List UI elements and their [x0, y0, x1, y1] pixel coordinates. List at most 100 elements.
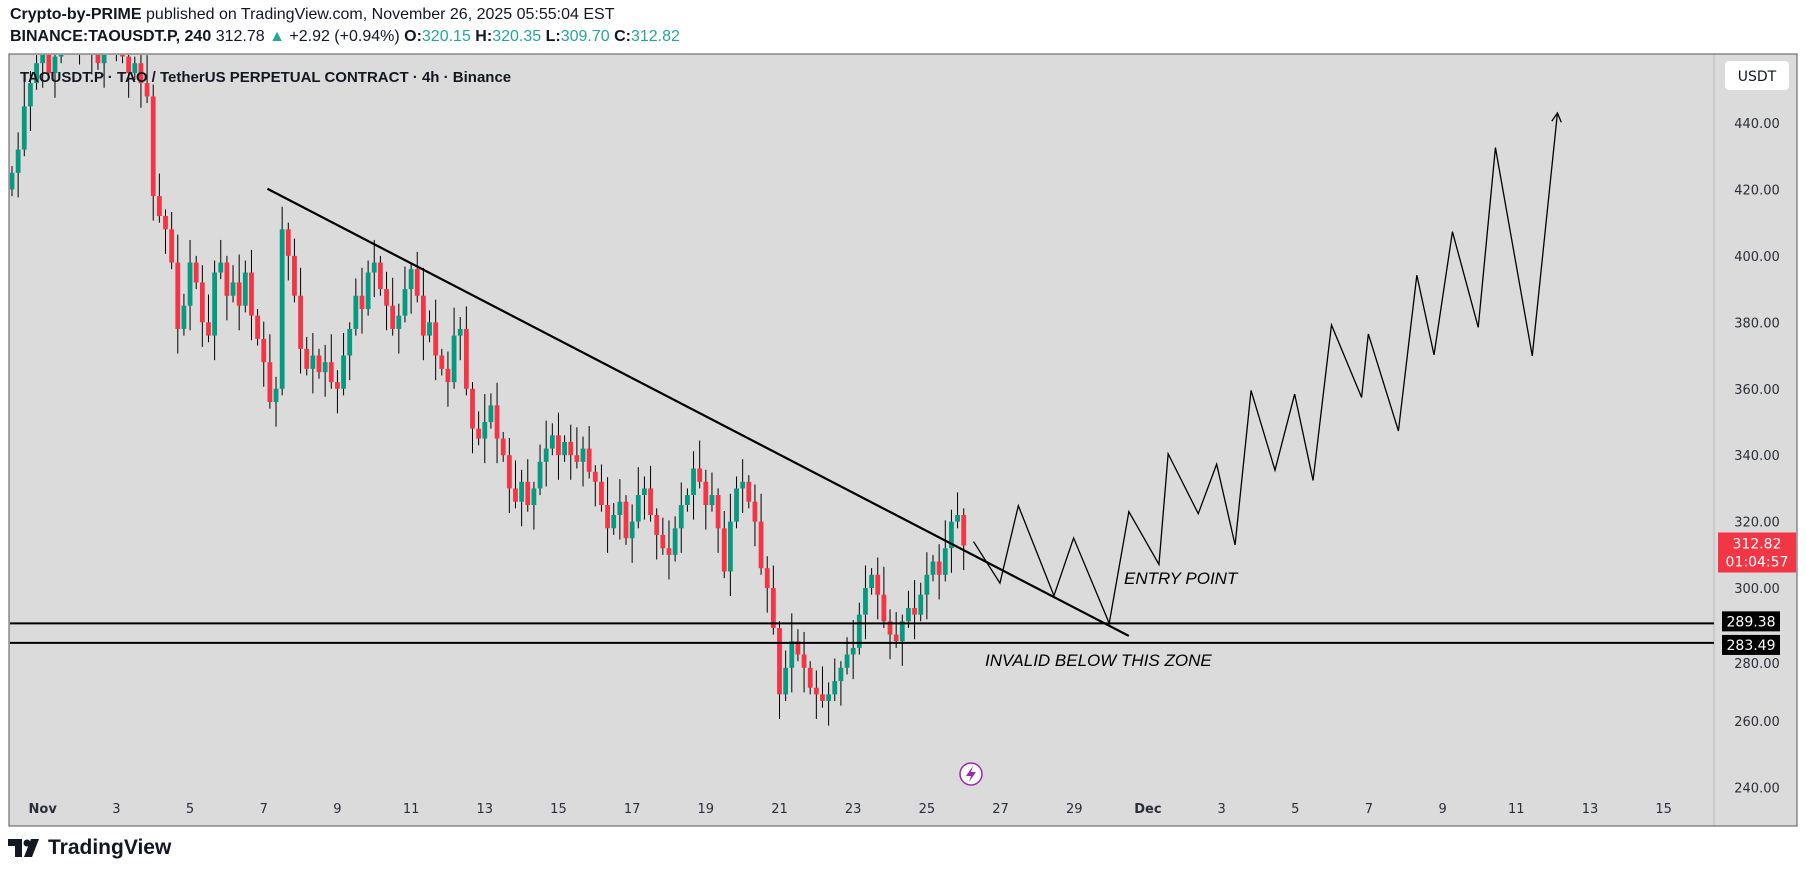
- lightning-icon[interactable]: [959, 762, 983, 786]
- candle: [697, 440, 703, 489]
- date-tick-label: 17: [624, 802, 641, 817]
- candle-body: [224, 262, 230, 296]
- candle: [126, 55, 132, 98]
- candle: [120, 55, 125, 64]
- candle-body: [519, 481, 525, 502]
- date-tick-label: 7: [260, 802, 268, 817]
- up-arrow-icon: ▲: [269, 28, 285, 45]
- candle-body: [298, 295, 303, 349]
- candle: [285, 222, 291, 281]
- trendline[interactable]: [266, 187, 1130, 637]
- candle: [955, 492, 960, 529]
- candle: [304, 336, 310, 376]
- tradingview-logo[interactable]: TradingView: [8, 836, 171, 860]
- candle: [543, 420, 549, 487]
- candle-body: [697, 468, 703, 482]
- candle-body: [850, 647, 856, 655]
- candle-body: [906, 608, 911, 622]
- invalid-zone-label[interactable]: INVALID BELOW THIS ZONE: [985, 651, 1212, 670]
- currency-button[interactable]: USDT: [1725, 61, 1789, 90]
- candle: [869, 568, 874, 595]
- candle: [586, 425, 592, 479]
- level-price: 283.49: [1727, 638, 1776, 654]
- candle-body: [169, 229, 175, 263]
- candle-body: [341, 355, 346, 389]
- candle: [746, 475, 752, 509]
- candle: [390, 277, 396, 336]
- date-tick-label: 15: [1655, 802, 1672, 817]
- candle: [494, 382, 500, 464]
- time-axis[interactable]: Nov 3 5 7 9 11 13 15 17 19 21 23 25 27 29 Dec 3 5 7 9 11 13 15: [29, 802, 1672, 817]
- date-tick-label: 11: [403, 802, 420, 817]
- date-tick-label: 19: [698, 802, 715, 817]
- change: +2.92 (+0.94%): [289, 28, 400, 45]
- candle: [488, 393, 494, 429]
- candle: [212, 260, 218, 361]
- candle: [795, 629, 801, 662]
- candle-body: [838, 667, 844, 682]
- candle: [115, 55, 117, 62]
- candle-body: [396, 315, 402, 329]
- candle-body: [752, 501, 758, 522]
- candle: [427, 310, 432, 343]
- price-tick-label: 420.00: [1734, 183, 1780, 198]
- date-tick-label: 23: [845, 802, 862, 817]
- drawings[interactable]: [10, 111, 1714, 644]
- candle-body: [108, 23, 113, 40]
- candle: [918, 582, 924, 622]
- chart-pane[interactable]: [8, 53, 1798, 827]
- candle: [881, 566, 887, 628]
- candle: [52, 55, 58, 98]
- date-tick-label: 3: [1217, 802, 1225, 817]
- candle-body: [531, 488, 537, 506]
- entry-point-label[interactable]: ENTRY POINT: [1124, 569, 1239, 588]
- bar-countdown: 01:04:57: [1726, 554, 1789, 570]
- candle: [150, 84, 156, 221]
- candle: [310, 332, 316, 394]
- candle: [414, 251, 420, 303]
- candle: [402, 266, 408, 323]
- projection-path[interactable]: [972, 112, 1559, 626]
- date-tick-label: 9: [1438, 802, 1446, 817]
- candle-body: [255, 315, 260, 339]
- candle: [506, 437, 512, 514]
- legend-title: TAOUSDT.P · TAO / TetherUS PERPETUAL CON…: [20, 69, 511, 86]
- candle: [531, 481, 537, 530]
- level-price: 289.38: [1727, 614, 1776, 630]
- candle-body: [433, 322, 439, 356]
- price-axis[interactable]: 240.00 260.00 280.00 300.00 320.00 340.00 360.…: [1734, 117, 1780, 796]
- candle-body: [758, 521, 764, 569]
- price-tags: 312.82 01:04:57 289.38 283.49: [1718, 532, 1796, 655]
- candle: [408, 262, 414, 314]
- candle: [95, 55, 101, 70]
- tradingview-logo-icon: [8, 839, 39, 857]
- candle: [40, 55, 46, 88]
- author[interactable]: Crypto-by-PRIME: [10, 6, 142, 23]
- candle: [439, 348, 445, 376]
- candle-body: [734, 488, 739, 522]
- candle-body: [513, 488, 518, 502]
- candle-body: [218, 262, 224, 273]
- candle-body: [506, 455, 512, 489]
- candle: [875, 557, 881, 620]
- candle-body: [445, 368, 451, 383]
- candle: [187, 239, 193, 331]
- candle: [678, 482, 684, 553]
- candle-body: [267, 362, 273, 403]
- candle-body: [930, 561, 936, 575]
- candle: [500, 431, 506, 462]
- candle: [138, 55, 144, 108]
- candle-body: [605, 505, 610, 529]
- price-tick-label: 440.00: [1734, 117, 1780, 132]
- candle: [365, 260, 371, 316]
- candle: [623, 495, 629, 545]
- candle: [144, 55, 150, 104]
- candle-body: [249, 272, 254, 316]
- arrowhead-icon: [1551, 111, 1562, 123]
- candle-body: [924, 574, 930, 595]
- candle: [335, 370, 340, 414]
- price-tick-label: 240.00: [1734, 781, 1780, 796]
- candle-body: [820, 694, 825, 702]
- candle-body: [126, 56, 132, 74]
